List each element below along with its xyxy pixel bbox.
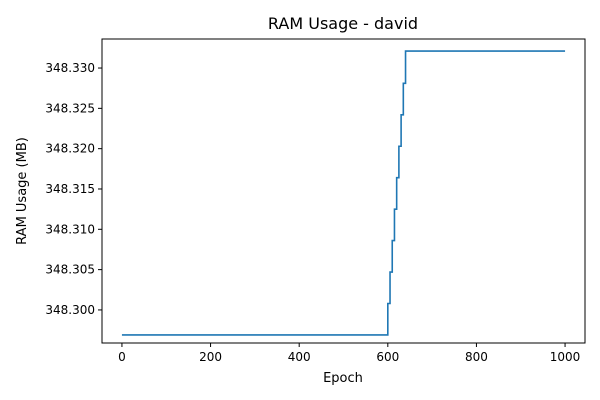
y-tick-label: 348.325 xyxy=(45,101,95,115)
x-tick-label: 600 xyxy=(376,350,399,364)
x-tick-label: 1000 xyxy=(550,350,581,364)
x-axis-label: Epoch xyxy=(323,371,363,386)
y-tick-label: 348.320 xyxy=(45,142,95,156)
x-tick-label: 400 xyxy=(288,350,311,364)
x-tick-label: 800 xyxy=(465,350,488,364)
chart-title: RAM Usage - david xyxy=(268,14,418,33)
x-tick-label: 0 xyxy=(118,350,126,364)
series-line-0 xyxy=(121,50,566,336)
y-tick-label: 348.330 xyxy=(45,61,95,75)
y-tick-label: 348.310 xyxy=(45,222,95,236)
y-tick-label: 348.305 xyxy=(45,263,95,277)
plot-area: 0 200 400 600 800 1000 348.300 348.305 348.310 34… xyxy=(45,38,586,364)
y-tick-label: 348.315 xyxy=(45,182,95,196)
plot-frame xyxy=(101,38,586,344)
x-tick-label: 200 xyxy=(199,350,222,364)
y-axis-label: RAM Usage (MB) xyxy=(15,137,30,245)
y-tick-label: 348.300 xyxy=(45,303,95,317)
